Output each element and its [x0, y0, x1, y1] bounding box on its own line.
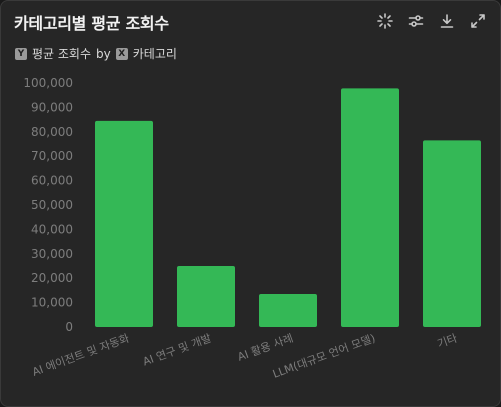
sliders-icon: [408, 14, 423, 27]
chart-toolbar: [374, 10, 488, 31]
bar: [259, 294, 317, 327]
bar: [423, 140, 481, 327]
y-tick-label: 0: [65, 320, 73, 334]
chart-title: 카테고리별 평균 조회수: [14, 14, 169, 33]
y-tick-label: 10,000: [31, 296, 73, 310]
bar: [95, 120, 153, 327]
x-tick-label: AI 연구 및 개발: [141, 332, 213, 369]
download-icon: [440, 13, 453, 28]
y-tick-label: 20,000: [31, 271, 73, 285]
expand-icon: [470, 13, 485, 28]
x-axis-badge: X: [115, 47, 128, 60]
sparkle-icon: [376, 12, 393, 29]
expand-button[interactable]: [467, 10, 488, 31]
x-tick-label: 기타: [436, 332, 459, 351]
y-field-label: 평균 조회수: [32, 47, 92, 61]
x-tick-label: AI 활용 사례: [236, 331, 296, 364]
filter-settings-button[interactable]: [405, 10, 426, 31]
y-tick-label: 70,000: [31, 149, 73, 163]
y-tick-label: 90,000: [31, 100, 73, 114]
by-label: by: [96, 46, 111, 61]
x-field-label: 카테고리: [132, 47, 177, 61]
y-tick-label: 80,000: [31, 125, 73, 139]
download-button[interactable]: [436, 10, 457, 31]
x-tick-label: AI 에이전트 및 자동화: [31, 332, 132, 379]
bar: [177, 266, 235, 327]
y-tick-label: 40,000: [31, 222, 73, 236]
y-tick-label: 100,000: [23, 76, 73, 90]
chart-subtitle: Y 평균 조회수 by X 카테고리: [15, 45, 177, 62]
y-tick-label: 50,000: [31, 198, 73, 212]
y-axis-badge: Y: [15, 47, 27, 60]
sparkle-button[interactable]: [374, 10, 395, 31]
y-tick-label: 30,000: [31, 247, 73, 261]
y-tick-label: 60,000: [31, 174, 73, 188]
bar: [341, 88, 399, 327]
